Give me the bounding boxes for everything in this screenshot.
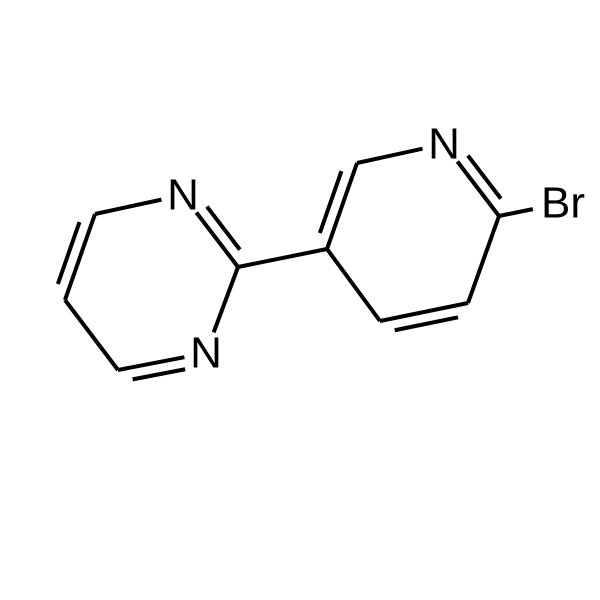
bond-line — [214, 267, 238, 332]
bond-line — [320, 171, 342, 233]
bond-line — [65, 300, 118, 370]
bond-line — [499, 209, 533, 216]
molecule-diagram: N N N Br — [0, 0, 600, 600]
bond-line — [327, 163, 357, 249]
atom-label-br: Br — [541, 179, 585, 228]
bond-line — [468, 216, 499, 303]
bond-line — [357, 149, 423, 163]
bond-line — [118, 357, 184, 370]
bond-line — [395, 317, 458, 330]
atom-label-n9: N — [428, 120, 460, 169]
bond-line — [58, 222, 80, 284]
bond-line — [133, 369, 186, 379]
atom-label-n3: N — [167, 171, 199, 220]
bond-line — [327, 249, 380, 321]
bond-line — [65, 214, 95, 300]
atom-label-n5: N — [190, 329, 222, 378]
bond-line — [238, 249, 327, 267]
bond-line — [468, 156, 501, 199]
bond-line — [95, 200, 162, 214]
bond-line — [207, 207, 240, 250]
